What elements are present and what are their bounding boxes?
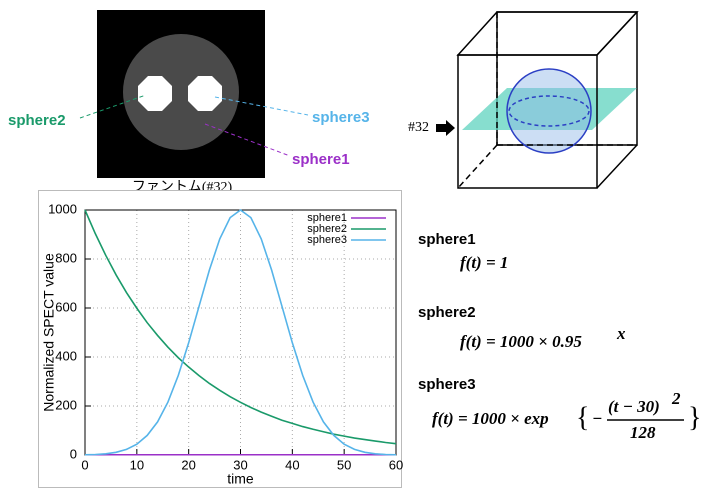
slice-label: #32 [408,120,429,135]
brace: } [688,402,701,433]
sphere-hot [138,76,172,111]
x-axis-label: time [227,471,254,487]
y-tick-label: 1000 [48,201,77,216]
x-tick-label: 60 [389,457,403,472]
equation-name: sphere2 [418,304,476,321]
y-tick-label: 0 [70,446,77,461]
equation: (t − 30) [608,397,660,416]
sphere-hot [188,76,222,111]
brace: { [576,402,589,433]
equation: f(t) = 1000 × exp [432,409,549,428]
sphere-label: sphere1 [292,151,350,168]
equation: − [592,409,602,428]
arrow-icon [436,120,455,136]
y-tick-label: 400 [55,348,77,363]
equation-name: sphere3 [418,376,476,393]
legend-label: sphere3 [307,234,347,246]
chart-frame [39,191,402,488]
equation-exponent: x [616,324,626,343]
x-tick-label: 10 [130,457,144,472]
x-tick-label: 50 [337,457,351,472]
x-tick-label: 40 [285,457,299,472]
cube [458,12,637,188]
y-tick-label: 200 [55,397,77,412]
figure: sphere2 sphere3 sphere1 ファントム(#32) #32 s… [0,0,711,488]
equation: f(t) = 1000 × 0.95 [460,332,582,351]
x-tick-label: 20 [181,457,195,472]
equation-name: sphere1 [418,231,476,248]
y-tick-label: 600 [55,299,77,314]
sphere-label: sphere3 [312,109,370,126]
y-tick-label: 800 [55,250,77,265]
y-axis-label: Normalized SPECT value [41,253,57,412]
sphere-label: sphere2 [8,112,66,129]
x-tick-label: 0 [81,457,88,472]
equation-exponent: 2 [671,389,681,408]
equation: 128 [630,423,656,442]
equation: f(t) = 1 [460,253,508,272]
